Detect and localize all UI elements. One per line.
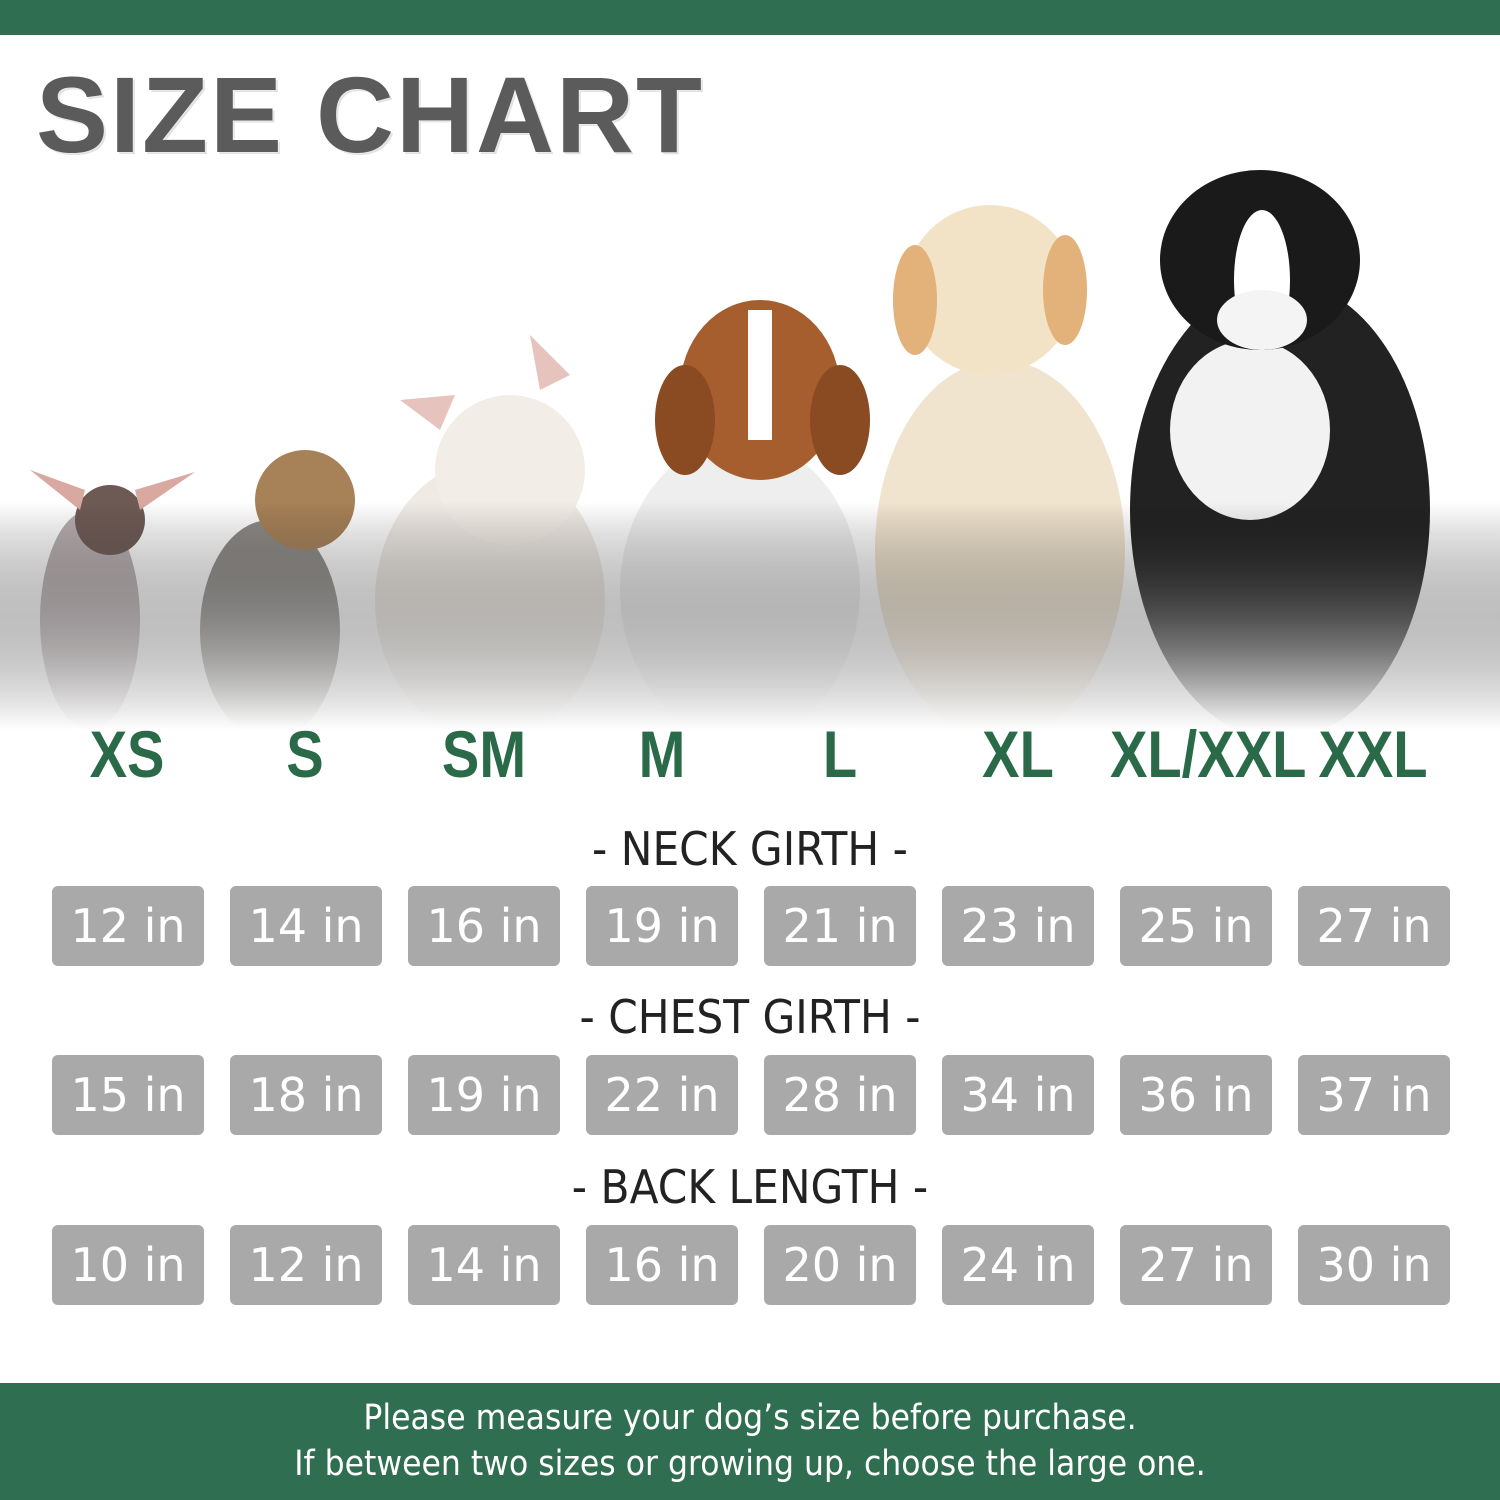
size-label-xs: XS bbox=[89, 717, 165, 791]
chest-girth-heading: - CHEST GIRTH - bbox=[579, 990, 921, 1044]
back-length-value: 20 in bbox=[764, 1225, 916, 1305]
dog-photos bbox=[0, 160, 1500, 730]
back-length-value: 10 in bbox=[52, 1225, 204, 1305]
chest-girth-value: 22 in bbox=[586, 1055, 738, 1135]
top-banner bbox=[0, 0, 1500, 35]
back-length-value: 27 in bbox=[1120, 1225, 1272, 1305]
size-label-m: M bbox=[638, 717, 686, 791]
footer-line-1: Please measure your dog’s size before pu… bbox=[363, 1398, 1137, 1438]
back-length-value: 24 in bbox=[942, 1225, 1094, 1305]
chest-girth-value: 36 in bbox=[1120, 1055, 1272, 1135]
chest-girth-value: 28 in bbox=[764, 1055, 916, 1135]
chest-girth-value: 19 in bbox=[408, 1055, 560, 1135]
neck-girth-value: 23 in bbox=[942, 886, 1094, 966]
neck-girth-heading: - NECK GIRTH - bbox=[592, 822, 908, 876]
footer-line-2: If between two sizes or growing up, choo… bbox=[294, 1444, 1206, 1484]
size-label-xl-xxl: XL/XXL bbox=[1110, 717, 1307, 791]
neck-girth-value: 19 in bbox=[586, 886, 738, 966]
size-label-s: S bbox=[286, 717, 324, 791]
back-length-value: 16 in bbox=[586, 1225, 738, 1305]
neck-girth-value: 12 in bbox=[52, 886, 204, 966]
footer-banner: Please measure your dog’s size before pu… bbox=[0, 1383, 1500, 1500]
chest-girth-value: 37 in bbox=[1298, 1055, 1450, 1135]
size-label-xxl: XXL bbox=[1318, 717, 1428, 791]
size-label-xl: XL bbox=[982, 717, 1054, 791]
size-label-l: L bbox=[822, 717, 858, 791]
neck-girth-value: 27 in bbox=[1298, 886, 1450, 966]
neck-girth-value: 14 in bbox=[230, 886, 382, 966]
chest-girth-value: 15 in bbox=[52, 1055, 204, 1135]
neck-girth-value: 16 in bbox=[408, 886, 560, 966]
neck-girth-value: 21 in bbox=[764, 886, 916, 966]
page-title: SIZE CHART bbox=[36, 54, 704, 175]
chest-girth-value: 34 in bbox=[942, 1055, 1094, 1135]
back-length-value: 14 in bbox=[408, 1225, 560, 1305]
chest-girth-value: 18 in bbox=[230, 1055, 382, 1135]
neck-girth-value: 25 in bbox=[1120, 886, 1272, 966]
back-length-value: 12 in bbox=[230, 1225, 382, 1305]
back-length-value: 30 in bbox=[1298, 1225, 1450, 1305]
size-label-sm: SM bbox=[441, 717, 527, 791]
back-length-heading: - BACK LENGTH - bbox=[571, 1160, 929, 1214]
